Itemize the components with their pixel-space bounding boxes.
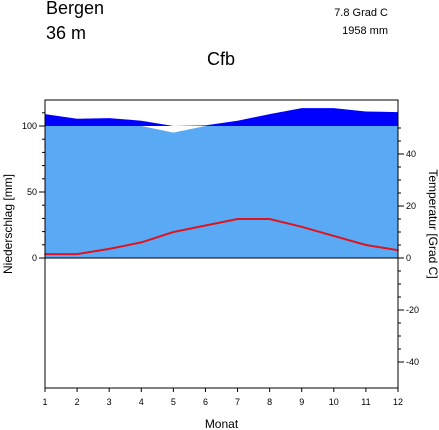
x-tick-label: 1	[42, 397, 47, 407]
left-tick-label: 100	[22, 121, 37, 131]
x-tick-label: 5	[171, 397, 176, 407]
temperature-point	[236, 218, 239, 220]
x-tick-label: 9	[299, 397, 304, 407]
left-axis-label: Niederschlag [mm]	[1, 174, 15, 274]
right-tick-label: 0	[406, 253, 411, 263]
right-tick-label: -40	[406, 357, 419, 367]
right-tick-label: 20	[406, 201, 416, 211]
x-tick-label: 4	[139, 397, 144, 407]
x-tick-label: 10	[329, 397, 339, 407]
left-tick-label: 0	[32, 253, 37, 263]
x-tick-label: 7	[235, 397, 240, 407]
temperature-point	[172, 231, 175, 233]
temperature-point	[365, 244, 367, 246]
x-axis-label: Monat	[205, 417, 239, 430]
left-tick-label: 50	[27, 187, 37, 197]
temperature-point	[333, 235, 335, 237]
right-tick-label: -20	[406, 305, 419, 315]
annual-precipitation: 1958 mm	[342, 25, 388, 37]
mean-temperature: 7.8 Grad C	[334, 7, 388, 19]
temperature-point	[140, 241, 143, 244]
x-tick-label: 11	[361, 397, 370, 407]
temperature-point	[204, 224, 207, 227]
right-axis-label: Temperatur [Grad C]	[426, 169, 439, 278]
x-tick-label: 2	[75, 397, 80, 407]
x-tick-label: 3	[107, 397, 112, 407]
right-tick-label: 40	[406, 149, 416, 159]
temperature-point	[268, 218, 271, 220]
station-elevation: 36 m	[46, 23, 87, 43]
plot-frame	[44, 99, 399, 389]
precipitation-excess-area	[45, 108, 398, 126]
precipitation-area	[45, 126, 398, 258]
x-tick-label: 12	[393, 397, 403, 407]
station-name: Bergen	[46, 0, 105, 18]
temperature-point	[108, 248, 110, 250]
climate-classification: Cfb	[207, 49, 236, 69]
temperature-point	[76, 253, 78, 255]
x-tick-label: 6	[203, 397, 208, 407]
temperature-line	[45, 218, 399, 256]
x-tick-label: 8	[267, 397, 272, 407]
temperature-point	[300, 226, 303, 228]
